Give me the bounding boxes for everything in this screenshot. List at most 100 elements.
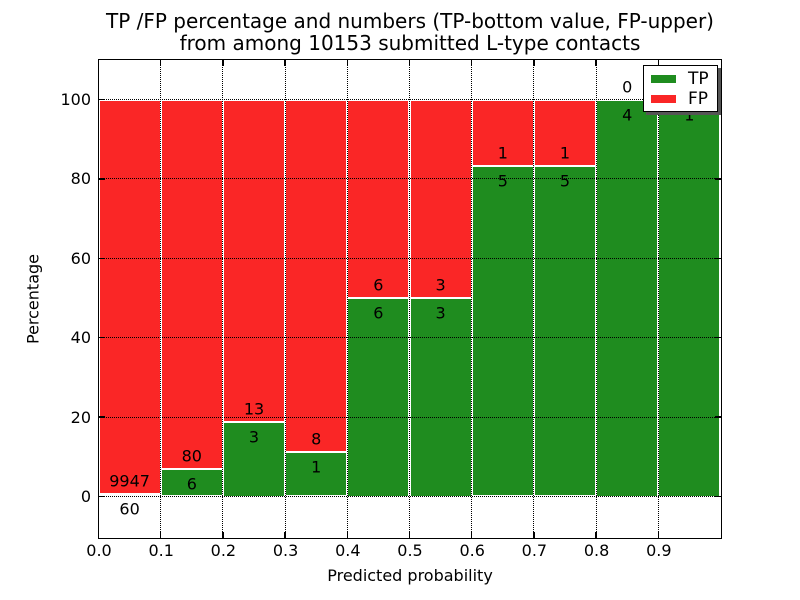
tp-bar-segment — [533, 165, 597, 497]
tp-bar-segment — [347, 298, 410, 497]
vertical-gridline — [409, 59, 410, 538]
tp-count-label: 60 — [119, 499, 140, 519]
x-axis-tick-top — [159, 59, 162, 66]
y-axis-tick-right — [714, 178, 721, 180]
x-tick-label: 0.1 — [148, 541, 174, 560]
vertical-gridline — [346, 59, 348, 538]
x-axis-tick-top — [470, 59, 473, 66]
x-axis-tick-top — [222, 59, 224, 66]
x-tick-label: 0.2 — [210, 541, 237, 560]
tp-bar-segment — [160, 468, 223, 497]
fp-count-label: 0 — [622, 77, 633, 96]
legend-tp-label: TP — [688, 69, 709, 89]
x-axis-tick-top — [657, 59, 660, 66]
x-axis-tick-top — [595, 59, 597, 66]
fp-count-label: 80 — [181, 446, 202, 466]
x-axis-tick-top — [284, 59, 286, 66]
tp-bar-segment — [98, 494, 161, 497]
vertical-gridline — [222, 59, 224, 538]
x-axis-tick-bottom — [222, 531, 224, 538]
tp-bar-segment — [222, 422, 286, 497]
fp-count-label: 6 — [373, 275, 384, 295]
y-tick-label: 100 — [60, 90, 91, 109]
fp-count-label: 3 — [435, 275, 446, 295]
vertical-gridline — [657, 59, 659, 538]
legend-tp-swatch — [651, 75, 676, 83]
fp-count-label: 1 — [497, 143, 508, 163]
x-axis-label: Predicted probability — [327, 566, 493, 585]
chart-title-line2: from among 10153 submitted L-type contac… — [179, 31, 641, 55]
y-axis-tick-right — [714, 495, 721, 498]
legend-fp-swatch — [651, 95, 676, 103]
x-tick-label: 0.7 — [521, 541, 548, 560]
y-axis-tick-left — [98, 257, 105, 260]
fp-bar-segment — [533, 99, 597, 166]
x-tick-label: 0.4 — [335, 541, 361, 560]
x-axis-tick-bottom — [284, 531, 286, 538]
y-axis-tick-left — [98, 416, 105, 418]
plot-area: 99476080613381663315150401 — [97, 58, 722, 539]
y-axis-tick-right — [714, 336, 721, 339]
fp-count-label: 8 — [311, 429, 322, 449]
tp-count-label: 1 — [311, 457, 322, 477]
tp-bar-segment — [409, 298, 472, 497]
chart-title: TP /FP percentage and numbers (TP-bottom… — [106, 10, 714, 54]
legend: TP FP — [643, 65, 718, 112]
y-tick-label: 40 — [70, 328, 91, 348]
vertical-gridline — [471, 59, 473, 538]
tp-bar-segment — [596, 99, 659, 497]
fp-count-label: 13 — [243, 399, 265, 419]
x-axis-tick-top — [346, 59, 349, 66]
legend-entry-fp: FP — [644, 89, 717, 109]
x-axis-tick-top — [408, 59, 411, 66]
tp-bar-segment — [285, 452, 348, 497]
x-tick-label: 0.9 — [646, 541, 672, 560]
y-axis-tick-left — [98, 178, 105, 180]
tp-count-label: 5 — [559, 171, 571, 191]
x-axis-tick-bottom — [408, 531, 411, 538]
x-tick-label: 0.5 — [397, 541, 423, 560]
x-tick-label: 0.0 — [86, 541, 112, 560]
x-tick-label: 0.3 — [272, 541, 299, 560]
y-axis-tick-right — [714, 416, 721, 418]
fp-bar-segment — [285, 99, 348, 453]
fp-bar-segment — [222, 99, 286, 423]
fp-bar-segment — [409, 99, 472, 298]
tp-count-label: 4 — [622, 105, 633, 124]
fp-bar-segment — [160, 99, 223, 469]
x-tick-label: 0.8 — [583, 541, 610, 560]
x-axis-tick-top — [533, 59, 535, 66]
vertical-gridline — [160, 59, 162, 538]
tp-bar-segment — [658, 99, 721, 497]
y-tick-label: 60 — [70, 248, 91, 268]
fp-count-label: 9947 — [109, 471, 150, 491]
x-axis-tick-bottom — [595, 531, 597, 538]
vertical-gridline — [284, 59, 286, 538]
y-axis-tick-left — [98, 495, 105, 498]
y-tick-label: 0 — [80, 487, 91, 506]
fp-bar-segment — [347, 99, 410, 298]
fp-bar-segment — [471, 99, 534, 166]
tp-count-label: 6 — [186, 474, 197, 494]
y-tick-label: 80 — [70, 169, 91, 189]
y-tick-label: 20 — [70, 407, 91, 427]
x-axis-tick-bottom — [159, 531, 162, 538]
y-axis-tick-left — [98, 336, 105, 339]
x-axis-tick-bottom — [470, 531, 473, 538]
legend-fp-label: FP — [688, 89, 709, 109]
tp-count-label: 3 — [435, 303, 446, 323]
fp-bar-segment — [98, 99, 161, 495]
y-axis-tick-left — [98, 98, 105, 101]
tp-count-label: 5 — [497, 171, 508, 191]
fp-count-label: 1 — [559, 143, 571, 163]
tp-count-label: 6 — [373, 303, 384, 323]
x-axis-tick-bottom — [346, 531, 349, 538]
x-tick-label: 0.6 — [459, 541, 485, 560]
chart-title-line1: TP /FP percentage and numbers (TP-bottom… — [106, 9, 714, 33]
tp-count-label: 3 — [248, 427, 260, 447]
tp-bar-segment — [471, 165, 534, 497]
legend-entry-tp: TP — [644, 69, 717, 89]
vertical-gridline — [595, 59, 597, 538]
x-axis-tick-bottom — [533, 531, 535, 538]
